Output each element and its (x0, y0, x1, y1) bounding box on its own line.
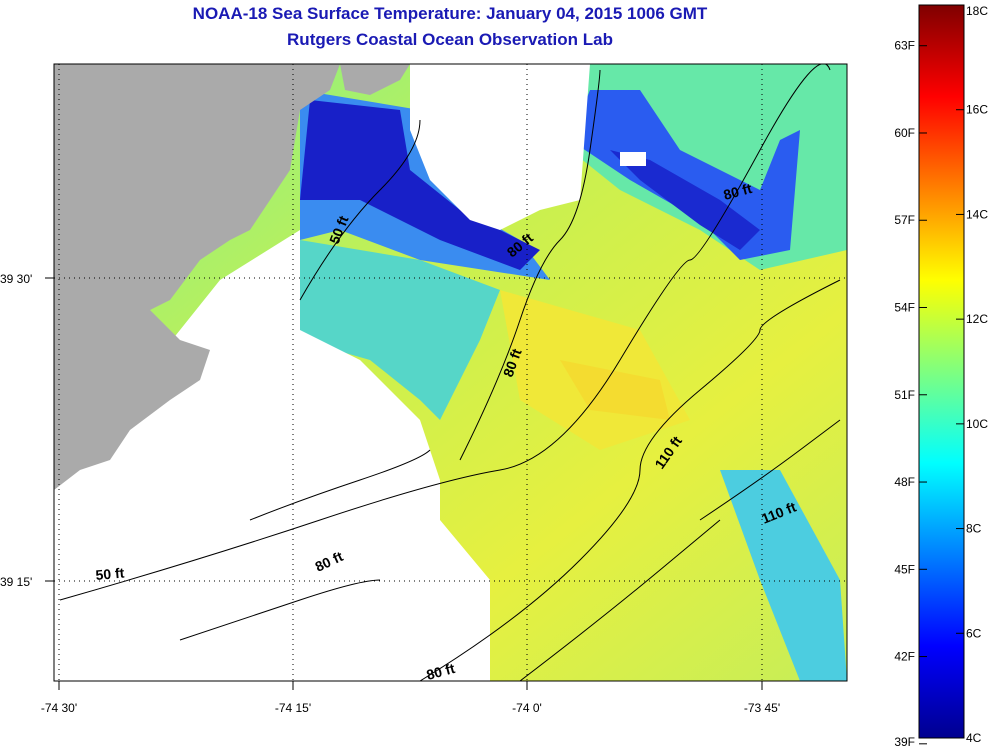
colorbar-celsius-label: 12C (966, 312, 988, 326)
bathymetry-contours (59, 64, 841, 681)
map-title: NOAA-18 Sea Surface Temperature: January… (192, 4, 708, 23)
colorbar-celsius-label: 4C (966, 731, 982, 745)
no-data-area (54, 230, 490, 681)
map-subtitle: Rutgers Coastal Ocean Observation Lab (287, 30, 613, 49)
warm-patch (560, 360, 670, 420)
colorbar-fahrenheit-label: 42F (894, 650, 915, 664)
colorbar-fahrenheit-label: 39F (894, 735, 915, 749)
cold-band (610, 150, 760, 250)
x-tick-label: -74 15' (275, 701, 311, 715)
cool-region (300, 240, 500, 420)
colorbar (918, 4, 965, 739)
colorbar-celsius-label: 6C (966, 626, 982, 640)
x-tick-label: -74 0' (512, 701, 542, 715)
axis-ticks (45, 277, 763, 690)
x-tick-label: -74 30' (41, 701, 77, 715)
colorbar-fahrenheit-label: 54F (894, 301, 915, 315)
land (340, 64, 410, 95)
colorbar-fahrenheit-label: 48F (894, 475, 915, 489)
cool-strip (720, 470, 847, 681)
cold-tongue (300, 100, 540, 270)
colorbar-fahrenheit-label: 45F (894, 562, 915, 576)
colorbar-fahrenheit-label: 60F (894, 126, 915, 140)
no-data-spot (620, 152, 646, 166)
no-data-area (410, 64, 590, 230)
contour-label: 50 ft (95, 565, 125, 583)
colorbar-fahrenheit-label: 63F (894, 39, 915, 53)
colorbar-ticks: 18C 16C 14C 12C 10C 8C 6C 4C 63F 60F 57F 54F 51F 48F 4… (894, 4, 988, 749)
colorbar-fahrenheit-label: 57F (894, 213, 915, 227)
colorbar-celsius-label: 10C (966, 417, 988, 431)
y-tick-label: 39 15' (0, 575, 32, 589)
colorbar-celsius-label: 8C (966, 522, 982, 536)
land (54, 64, 340, 490)
contour-label: 80 ft (722, 180, 754, 203)
contour-label: 80 ft (425, 660, 457, 683)
y-tick-label: 39 30' (0, 272, 32, 286)
colorbar-celsius-label: 18C (966, 4, 988, 18)
colorbar-fahrenheit-label: 51F (894, 388, 915, 402)
x-tick-label: -73 45' (744, 701, 780, 715)
colorbar-celsius-label: 14C (966, 207, 988, 221)
graticule (54, 64, 847, 681)
colorbar-celsius-label: 16C (966, 103, 988, 117)
map-frame (53, 63, 848, 682)
